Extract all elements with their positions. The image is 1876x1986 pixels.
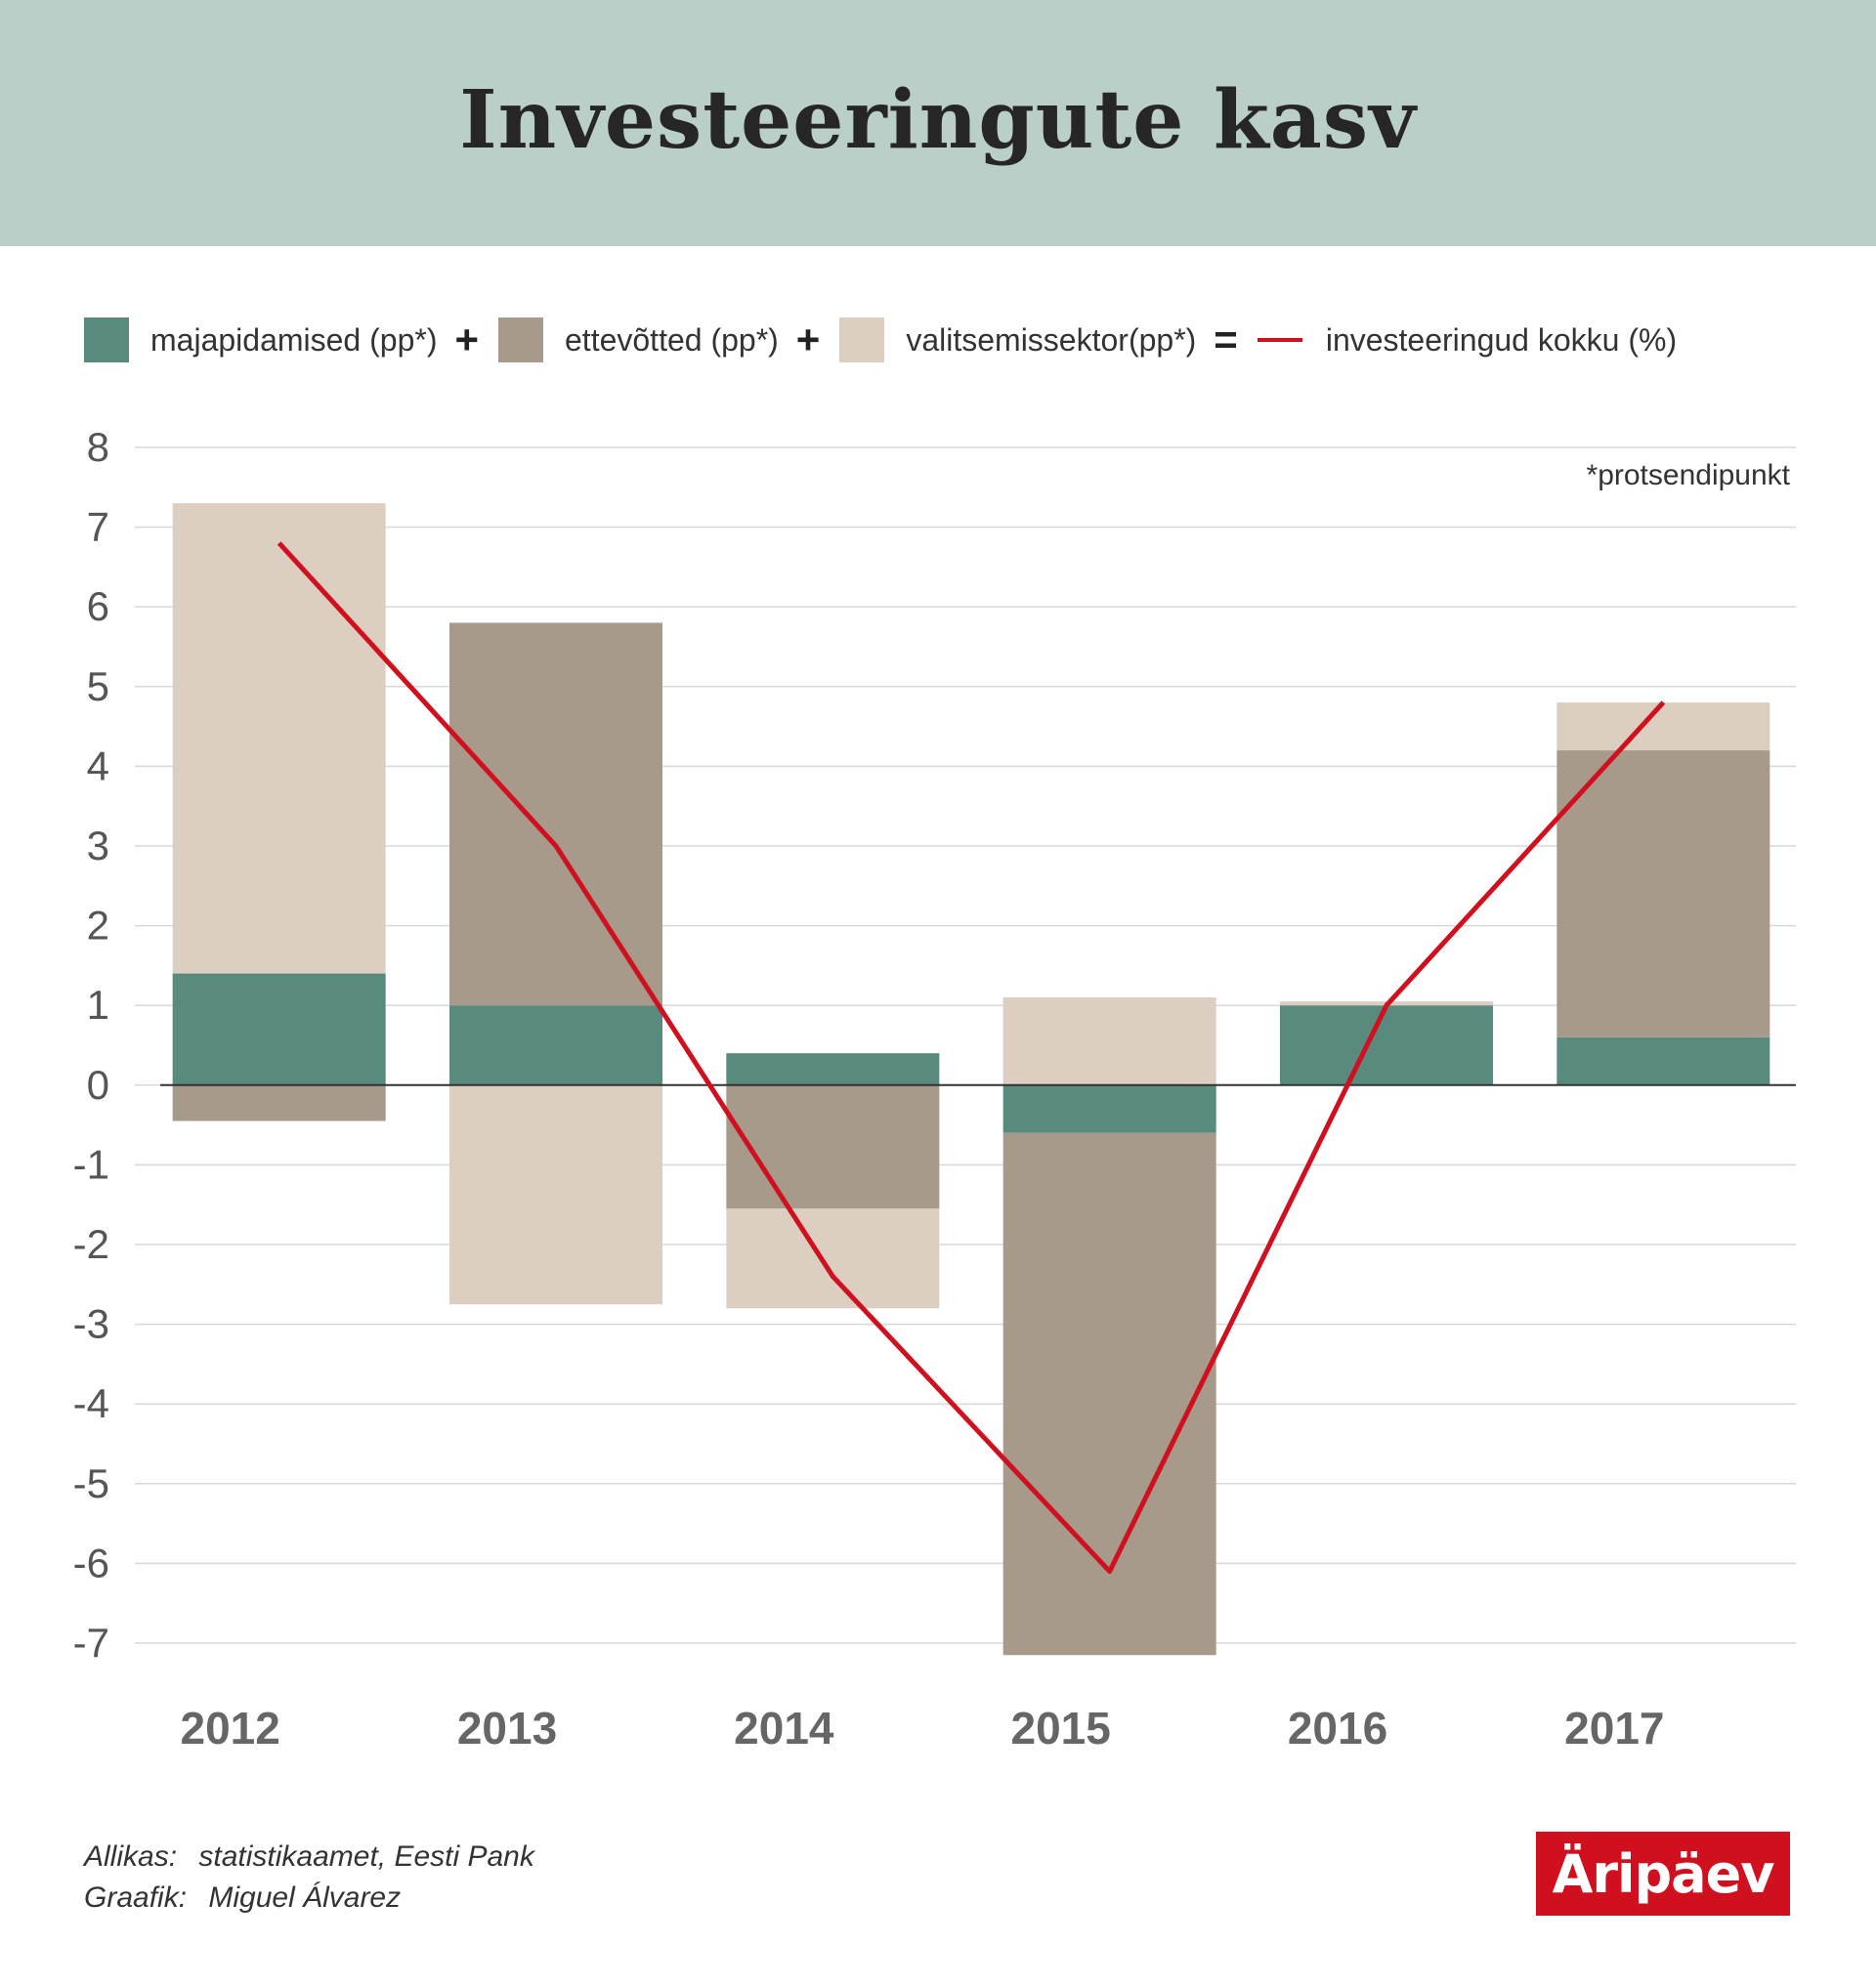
bar-government: [1002, 997, 1216, 1085]
bar-enterprises: [172, 1084, 386, 1121]
legend-operator-plus: +: [795, 317, 821, 362]
bar-enterprises: [449, 622, 662, 1006]
y-tick-label: 7: [87, 504, 109, 550]
footnote-percentage-point: *protsendipunkt: [1586, 459, 1790, 491]
bar-households: [1002, 1084, 1216, 1133]
bar-enterprises: [1556, 750, 1770, 1037]
bar-enterprises: [1002, 1132, 1216, 1656]
author-value: Miguel Álvarez: [208, 1881, 402, 1914]
y-tick-label: -3: [73, 1301, 109, 1347]
footer-credits: Allikas: statistikaamet, Eesti Pank Graa…: [84, 1837, 534, 1919]
bar-government: [172, 503, 386, 974]
legend-label-total: investeeringud kokku (%): [1325, 321, 1678, 358]
source-label: Allikas:: [84, 1840, 178, 1873]
stacked-bar-chart: 8 7 6 5 4 3 2 1 0 -1 -2 -3 -4 -5 -6 -7 2012 2013 2014 2015 2…: [73, 424, 1796, 1754]
y-tick-label: 8: [87, 424, 109, 470]
y-tick-label: 3: [87, 823, 109, 868]
bar-households: [1556, 1036, 1770, 1085]
legend-swatch-government: [839, 317, 885, 362]
y-tick-label: 1: [87, 982, 109, 1028]
legend-operator-plus: +: [454, 317, 479, 362]
y-tick-label: -5: [73, 1460, 109, 1506]
y-tick-label: 6: [87, 583, 109, 629]
x-tick-label: 2014: [734, 1703, 834, 1754]
header-banner: Investeeringute kasv: [0, 0, 1876, 246]
y-tick-label: 5: [87, 663, 109, 709]
legend-label-enterprises: ettevõtted (pp*): [565, 321, 779, 358]
legend-swatch-total-line: [1257, 338, 1302, 342]
bar-enterprises: [726, 1084, 940, 1209]
y-tick-label: -6: [73, 1540, 109, 1585]
y-tick-label: 2: [87, 903, 109, 949]
bar-households: [449, 1005, 662, 1085]
aripaev-logo: Äripäev: [1536, 1832, 1790, 1916]
legend-swatch-enterprises: [498, 317, 543, 362]
legend-operator-equals: =: [1214, 317, 1238, 362]
source-line: Allikas: statistikaamet, Eesti Pank: [84, 1837, 534, 1878]
author-line: Graafik: Miguel Álvarez: [84, 1878, 534, 1919]
y-tick-label: 0: [87, 1062, 109, 1108]
y-tick-label: -2: [73, 1221, 109, 1267]
bar-households: [172, 973, 386, 1085]
chart-title: Investeeringute kasv: [459, 73, 1417, 167]
x-tick-label: 2016: [1288, 1703, 1387, 1754]
bar-government: [726, 1208, 940, 1309]
y-tick-label: -1: [73, 1141, 109, 1187]
source-value: statistikaamet, Eesti Pank: [198, 1840, 534, 1873]
x-tick-label: 2017: [1564, 1703, 1664, 1754]
x-tick-label: 2012: [180, 1703, 279, 1754]
x-tick-label: 2015: [1010, 1703, 1110, 1754]
x-tick-label: 2013: [457, 1703, 557, 1754]
y-tick-label: 4: [87, 742, 109, 788]
y-tick-label: -4: [73, 1380, 109, 1426]
legend-label-households: majapidamised (pp*): [150, 321, 438, 358]
legend-label-government: valitsemissektor(pp*): [906, 321, 1197, 358]
bar-households: [1280, 1005, 1493, 1085]
author-label: Graafik:: [84, 1881, 188, 1914]
bar-households: [726, 1053, 940, 1085]
legend-swatch-households: [84, 317, 129, 362]
bar-government: [1556, 702, 1770, 751]
legend: majapidamised (pp*) + ettevõtted (pp*) +…: [84, 313, 1694, 367]
bar-government: [449, 1084, 662, 1305]
total-investment-line: [277, 541, 1666, 1575]
y-tick-label: -7: [73, 1620, 109, 1666]
